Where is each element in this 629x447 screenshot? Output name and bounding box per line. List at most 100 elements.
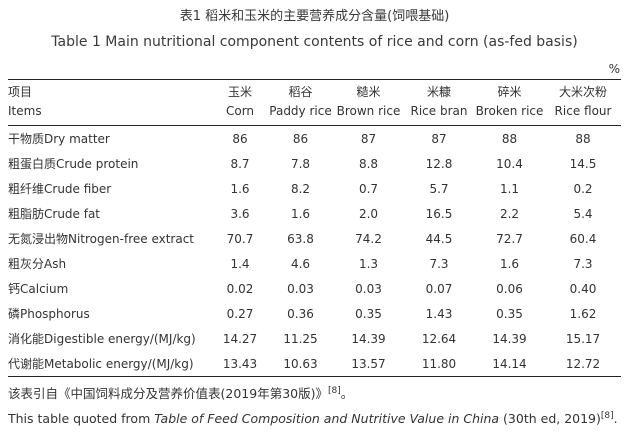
table-cell: 0.03: [287, 281, 314, 296]
table-row-phosphorus: 磷Phosphorus 0.27 0.36 0.35 1.43 0.35 1.6…: [8, 301, 621, 326]
header-items-zh: 项目: [8, 85, 33, 99]
header-rice-bran: 米糠 Rice bran: [404, 80, 474, 126]
table-cell: 0.02: [226, 281, 254, 296]
footnote-en-end: .: [613, 411, 618, 426]
row-label: 无氮浸出物Nitrogen-free extract: [8, 232, 195, 246]
table-cell: 44.5: [425, 231, 453, 246]
row-label: 粗纤维Crude fiber: [8, 182, 112, 196]
table-cell: 5.4: [573, 206, 593, 221]
table-cell: 1.43: [425, 306, 453, 321]
footnote-zh-end: 。: [340, 386, 354, 401]
table-cell: 8.2: [290, 181, 311, 196]
header-broken-rice-en: Broken rice: [475, 104, 544, 118]
table-cell: 87: [360, 131, 377, 146]
table-cell: 88: [575, 131, 591, 146]
row-label: 代谢能Metabolic energy/(MJ/kg): [8, 351, 212, 377]
table-cell: 7.8: [290, 156, 311, 171]
header-items-en: Items: [8, 104, 42, 118]
table-cell: 0.06: [496, 281, 523, 296]
table-cell: 12.72: [545, 351, 621, 377]
table-cell: 63.8: [287, 231, 314, 246]
table-cell: 0.35: [355, 306, 382, 321]
table-cell: 14.5: [569, 156, 597, 171]
row-label: 消化能Digestible energy/(MJ/kg): [8, 332, 196, 346]
table-cell: 12.8: [425, 156, 453, 171]
table-cell: 1.6: [499, 256, 520, 271]
row-label: 粗灰分Ash: [8, 257, 67, 271]
table-cell: 0.36: [287, 306, 314, 321]
header-rice-bran-zh: 米糠: [426, 85, 451, 99]
header-paddy-rice: 稻谷 Paddy rice: [268, 80, 333, 126]
table-cell: 11.80: [404, 351, 474, 377]
table-cell: 1.3: [358, 256, 379, 271]
table-cell: 14.39: [351, 331, 386, 346]
table-cell: 10.4: [496, 156, 523, 171]
table-cell: 3.6: [230, 206, 250, 221]
row-label: 粗蛋白质Crude protein: [8, 157, 139, 171]
footnote-en-suffix: (30th ed, 2019): [499, 411, 601, 426]
table-cell: 1.1: [499, 181, 520, 196]
footnote-zh: 该表引自《中国饲料成分及营养价值表(2019年第30版)》[8]。: [8, 385, 629, 403]
table-cell: 4.6: [290, 256, 311, 271]
header-corn: 玉米 Corn: [212, 80, 268, 126]
table-cell: 1.6: [290, 206, 311, 221]
table-cell: 14.39: [492, 331, 527, 346]
table-row-digestible-energy: 消化能Digestible energy/(MJ/kg) 14.27 11.25…: [8, 326, 621, 351]
footnote-en-ref: [8]: [600, 410, 614, 421]
table-cell: 8.7: [230, 156, 250, 171]
header-items: 项目 Items: [8, 80, 212, 126]
table-cell: 0.03: [355, 281, 382, 296]
table-cell: 0.7: [358, 181, 379, 196]
table-title-en: Table 1 Main nutritional component conte…: [51, 34, 578, 50]
table-cell: 13.43: [212, 351, 268, 377]
table-cell: 0.07: [425, 281, 453, 296]
footnote-zh-text: 该表引自《中国饲料成分及营养价值表(2019年第30版)》: [8, 386, 328, 401]
table-cell: 10.63: [268, 351, 333, 377]
table-row-calcium: 钙Calcium 0.02 0.03 0.03 0.07 0.06 0.40: [8, 276, 621, 301]
table-cell: 87: [431, 131, 447, 146]
table-cell: 0.2: [573, 181, 593, 196]
table-header: 项目 Items 玉米 Corn 稻谷 Paddy rice 糙米 Brown …: [8, 79, 621, 126]
table-row-crude-protein: 粗蛋白质Crude protein 8.7 7.8 8.8 12.8 10.4 …: [8, 151, 621, 176]
table-cell: 2.0: [358, 206, 379, 221]
header-corn-en: Corn: [225, 104, 255, 118]
table-cell: 11.25: [283, 331, 318, 346]
header-rice-flour-zh: 大米次粉: [558, 85, 607, 99]
table-cell: 7.3: [429, 256, 449, 271]
table-cell: 8.8: [358, 156, 379, 171]
footnote-en: This table quoted from Table of Feed Com…: [8, 410, 629, 428]
table-row-nitrogen-free-extract: 无氮浸出物Nitrogen-free extract 70.7 63.8 74.…: [8, 226, 621, 251]
table-cell: 14.27: [222, 331, 258, 346]
row-label: 钙Calcium: [8, 282, 69, 296]
header-brown-rice-zh: 糙米: [356, 85, 381, 99]
table-cell: 7.3: [573, 256, 593, 271]
table-row-crude-fiber: 粗纤维Crude fiber 1.6 8.2 0.7 5.7 1.1 0.2: [8, 176, 621, 201]
row-label: 粗脂肪Crude fat: [8, 207, 101, 221]
header-rice-bran-en: Rice bran: [410, 104, 468, 118]
table-cell: 2.2: [499, 206, 520, 221]
footnote-en-prefix: This table quoted from: [8, 411, 155, 426]
header-rice-flour-en: Rice flour: [554, 104, 612, 118]
unit-label: %: [608, 62, 620, 76]
table-cell: 86: [232, 131, 248, 146]
footnote-en-book-title: Table of Feed Composition and Nutritive …: [154, 411, 500, 426]
footnotes: 该表引自《中国饲料成分及营养价值表(2019年第30版)》[8]。 This t…: [8, 385, 629, 428]
table-cell: 13.57: [333, 351, 404, 377]
table-cell: 14.14: [474, 351, 545, 377]
table-cell: 1.6: [230, 181, 250, 196]
table-cell: 74.2: [355, 231, 382, 246]
table-cell: 86: [292, 131, 309, 146]
table-row-ash: 粗灰分Ash 1.4 4.6 1.3 7.3 1.6 7.3: [8, 251, 621, 276]
table-cell: 60.4: [569, 231, 597, 246]
header-brown-rice: 糙米 Brown rice: [333, 80, 404, 126]
header-broken-rice-zh: 碎米: [497, 85, 522, 99]
table-cell: 88: [501, 131, 518, 146]
header-broken-rice: 碎米 Broken rice: [474, 80, 545, 126]
table-row-crude-fat: 粗脂肪Crude fat 3.6 1.6 2.0 16.5 2.2 5.4: [8, 201, 621, 226]
header-row: 项目 Items 玉米 Corn 稻谷 Paddy rice 糙米 Brown …: [8, 79, 621, 126]
table-cell: 1.62: [569, 306, 597, 321]
header-rice-flour: 大米次粉 Rice flour: [545, 80, 621, 126]
table-row-dry-matter: 干物质Dry matter 86 86 87 87 88 88: [8, 126, 621, 152]
table-row-metabolic-energy: 代谢能Metabolic energy/(MJ/kg) 13.43 10.63 …: [8, 351, 621, 377]
